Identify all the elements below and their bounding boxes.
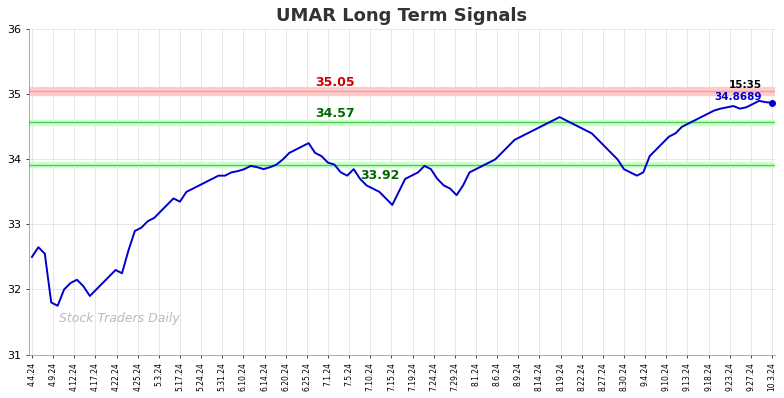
Text: 35.05: 35.05 bbox=[315, 76, 354, 89]
Text: 34.57: 34.57 bbox=[315, 107, 354, 120]
Bar bbox=[29, 120, 775, 125]
Text: 33.92: 33.92 bbox=[360, 169, 400, 182]
Bar bbox=[29, 162, 775, 167]
Text: 34.8689: 34.8689 bbox=[715, 92, 762, 102]
Text: Stock Traders Daily: Stock Traders Daily bbox=[59, 312, 180, 325]
Bar bbox=[29, 87, 775, 95]
Title: UMAR Long Term Signals: UMAR Long Term Signals bbox=[277, 7, 528, 25]
Text: 15:35: 15:35 bbox=[729, 80, 762, 90]
